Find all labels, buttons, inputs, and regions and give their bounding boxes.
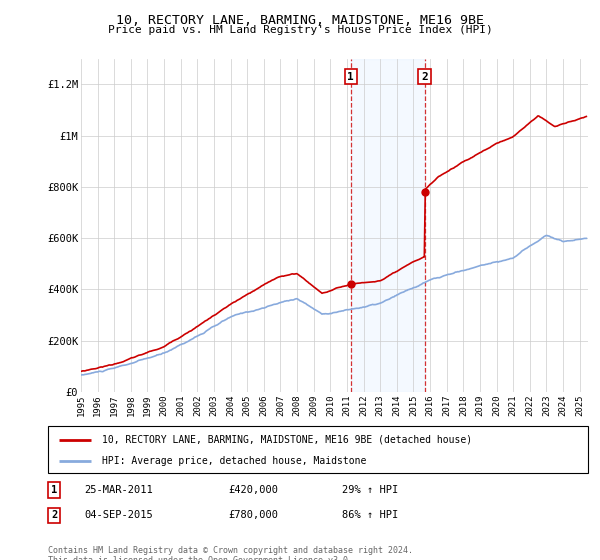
Text: £780,000: £780,000 bbox=[228, 510, 278, 520]
Text: Price paid vs. HM Land Registry's House Price Index (HPI): Price paid vs. HM Land Registry's House … bbox=[107, 25, 493, 35]
Text: 2: 2 bbox=[51, 510, 57, 520]
Bar bbox=[351, 59, 425, 392]
Text: 10, RECTORY LANE, BARMING, MAIDSTONE, ME16 9BE: 10, RECTORY LANE, BARMING, MAIDSTONE, ME… bbox=[116, 14, 484, 27]
Text: 86% ↑ HPI: 86% ↑ HPI bbox=[342, 510, 398, 520]
Text: 1: 1 bbox=[347, 72, 354, 82]
Text: 2: 2 bbox=[421, 72, 428, 82]
Text: 10, RECTORY LANE, BARMING, MAIDSTONE, ME16 9BE (detached house): 10, RECTORY LANE, BARMING, MAIDSTONE, ME… bbox=[102, 435, 472, 445]
Text: 25-MAR-2011: 25-MAR-2011 bbox=[84, 485, 153, 495]
Text: £420,000: £420,000 bbox=[228, 485, 278, 495]
Text: Contains HM Land Registry data © Crown copyright and database right 2024.
This d: Contains HM Land Registry data © Crown c… bbox=[48, 546, 413, 560]
Text: HPI: Average price, detached house, Maidstone: HPI: Average price, detached house, Maid… bbox=[102, 456, 367, 466]
Text: 04-SEP-2015: 04-SEP-2015 bbox=[84, 510, 153, 520]
Text: 1: 1 bbox=[51, 485, 57, 495]
Text: 29% ↑ HPI: 29% ↑ HPI bbox=[342, 485, 398, 495]
